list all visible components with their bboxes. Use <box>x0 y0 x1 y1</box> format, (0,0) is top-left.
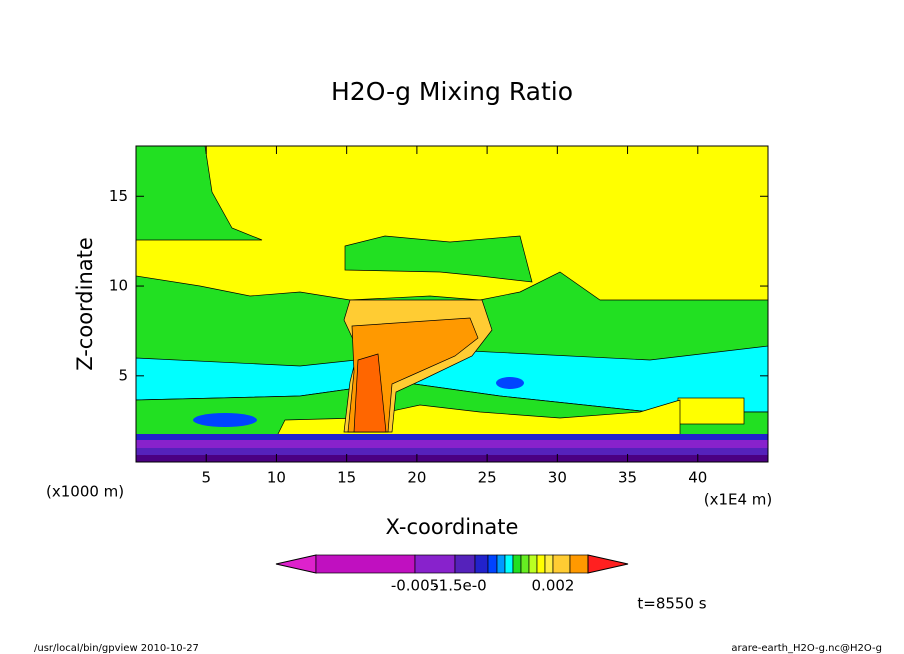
colorbar-box <box>569 554 589 574</box>
field-band <box>136 434 768 440</box>
y-unit: (x1000 m) <box>46 483 124 501</box>
colorbar-end <box>275 554 317 574</box>
field-yellow-blob <box>677 397 745 425</box>
colorbar-box <box>454 554 476 574</box>
x-tick-label: 30 <box>548 469 567 487</box>
colorbar-box <box>474 554 489 574</box>
chart-title: H2O-g Mixing Ratio <box>331 77 573 106</box>
footer-right: arare-earth_H2O-g.nc@H2O-g <box>731 643 882 654</box>
colorbar-box <box>520 554 530 574</box>
y-axis-label: Z-coordinate <box>73 237 97 371</box>
y-tick-label: 10 <box>109 277 128 295</box>
x-tick-label: 25 <box>478 469 497 487</box>
colorbar-end <box>587 554 629 574</box>
field-yellow-upper <box>135 145 769 301</box>
x-tick-label: 10 <box>267 469 286 487</box>
x-tick-label: 15 <box>337 469 356 487</box>
colorbar-box <box>536 554 546 574</box>
field-band <box>136 455 768 462</box>
field-blue-blob <box>193 413 257 427</box>
contour-field <box>135 145 769 462</box>
colorbar-box <box>487 554 498 574</box>
x-tick-label: 35 <box>618 469 637 487</box>
colorbar-box <box>496 554 506 574</box>
field-green-pocket <box>344 235 533 283</box>
plot-frame <box>135 145 769 463</box>
field-plume-core <box>353 353 387 433</box>
x-tick-label: 5 <box>201 469 211 487</box>
x-tick-label: 40 <box>688 469 707 487</box>
colorbar-box <box>315 554 416 574</box>
y-tick-label: 15 <box>109 187 128 205</box>
y-tick-label: 5 <box>118 366 128 384</box>
x-unit: (x1E4 m) <box>704 491 773 509</box>
field-band <box>136 448 768 455</box>
x-tick-label: 20 <box>407 469 426 487</box>
annotation: t=8550 s <box>637 595 706 613</box>
field-blue-blob <box>496 377 524 389</box>
colorbar-box <box>504 554 514 574</box>
colorbar-box <box>544 554 554 574</box>
colorbar-box <box>414 554 456 574</box>
colorbar-label: -1.5e-0 <box>433 577 486 595</box>
colorbar-box <box>528 554 538 574</box>
colorbar-label: -0.005 <box>391 577 439 595</box>
colorbar-box <box>512 554 522 574</box>
footer-left: /usr/local/bin/gpview 2010-10-27 <box>34 643 199 654</box>
colorbar-box <box>552 554 571 574</box>
field-band <box>136 440 768 448</box>
x-axis-label: X-coordinate <box>386 515 519 539</box>
colorbar-label: 0.002 <box>532 577 575 595</box>
